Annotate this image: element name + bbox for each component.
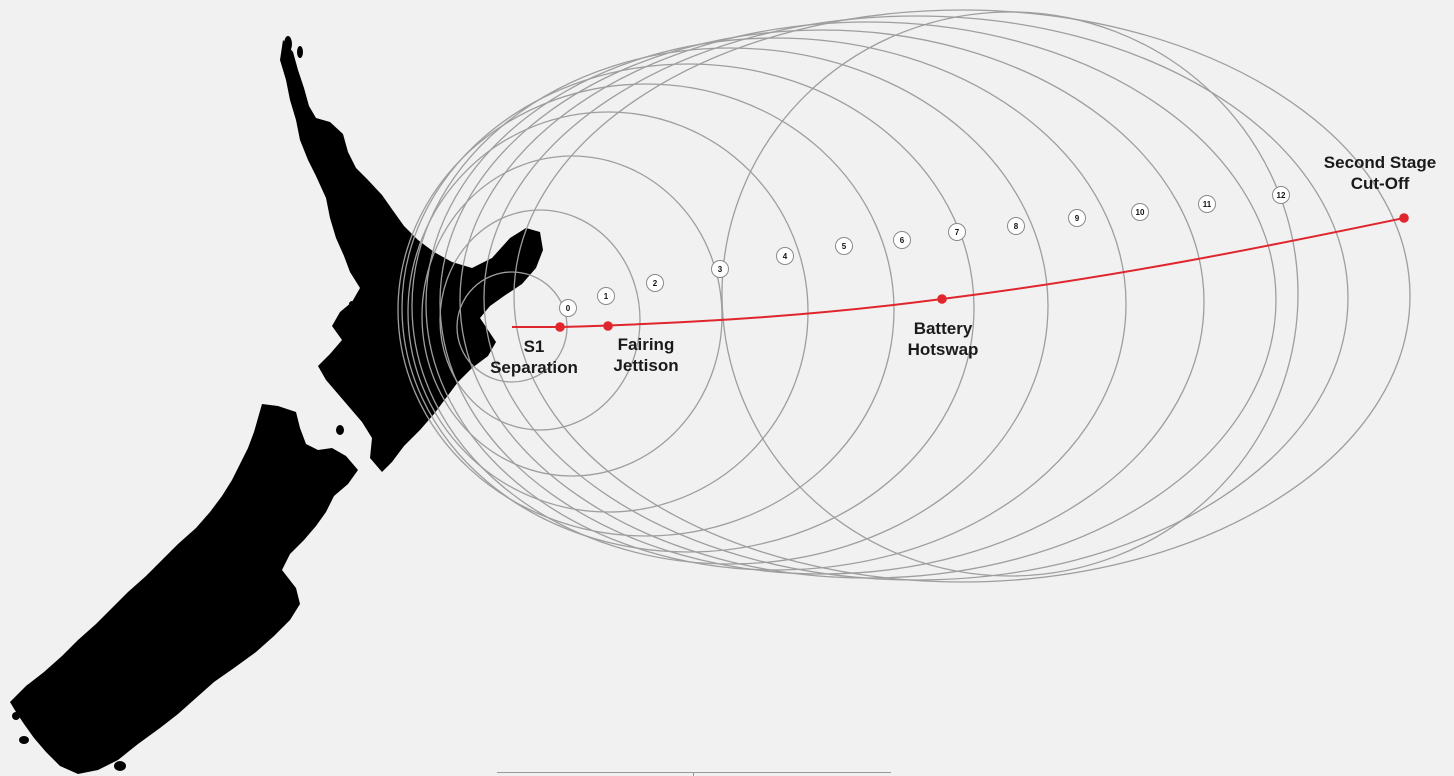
offshore-island bbox=[297, 46, 303, 58]
range-ring-12 bbox=[721, 11, 1299, 577]
fairing-jettison-label: Fairing bbox=[618, 335, 675, 354]
bottom-divider-tick bbox=[693, 772, 694, 776]
ring-badge-label: 0 bbox=[566, 304, 571, 313]
offshore-island bbox=[349, 301, 355, 307]
ring-badge-6: 6 bbox=[893, 231, 911, 249]
south-island: South Island bbox=[10, 404, 358, 774]
ring-badge-circle bbox=[948, 223, 966, 241]
battery-hotswap-marker bbox=[937, 294, 947, 304]
ring-badge-9: 9 bbox=[1068, 209, 1086, 227]
ring-badge-circle bbox=[559, 299, 577, 317]
ring-badge-circle bbox=[835, 237, 853, 255]
range-ring-1 bbox=[439, 209, 641, 431]
ring-badge-label: 1 bbox=[604, 292, 609, 301]
second-stage-cut-off-marker bbox=[1399, 213, 1409, 223]
ring-badge-7: 7 bbox=[948, 223, 966, 241]
offshore-island bbox=[336, 425, 344, 435]
range-ring-7 bbox=[425, 37, 1127, 571]
ring-badge-circle bbox=[1007, 217, 1025, 235]
ring-badge-circle bbox=[1068, 209, 1086, 227]
ring-badge-12: 12 bbox=[1272, 186, 1290, 204]
ring-badge-0: 0 bbox=[559, 299, 577, 317]
ring-badge-11: 11 bbox=[1198, 195, 1216, 213]
range-ring-4 bbox=[397, 83, 895, 537]
ring-badge-5: 5 bbox=[835, 237, 853, 255]
offshore-island bbox=[114, 761, 126, 771]
ring-badge-label: 10 bbox=[1136, 208, 1145, 217]
ring-badge-label: 9 bbox=[1075, 214, 1080, 223]
ring-badge-circle bbox=[711, 260, 729, 278]
range-ring-3 bbox=[407, 111, 809, 513]
ring-badge-label: 11 bbox=[1203, 200, 1212, 209]
ring-badge-circle bbox=[646, 274, 664, 292]
ring-badge-10: 10 bbox=[1131, 203, 1149, 221]
ring-badge-label: 6 bbox=[900, 236, 905, 245]
ring-badge-circle bbox=[893, 231, 911, 249]
ring-badge-label: 3 bbox=[718, 265, 723, 274]
s1-separation-marker bbox=[555, 322, 565, 332]
range-ring-6 bbox=[411, 47, 1049, 565]
event-labels: S1 Separation Fairing Jettison Battery Hotswa… bbox=[490, 153, 1436, 377]
battery-hotswap-label: Hotswap bbox=[908, 340, 979, 359]
ring-badge-8: 8 bbox=[1007, 217, 1025, 235]
ring-badge-2: 2 bbox=[646, 274, 664, 292]
ring-badge-label: 8 bbox=[1014, 222, 1019, 231]
land-layer: North IslandSouth Island bbox=[10, 36, 543, 774]
fairing-jettison-marker bbox=[603, 321, 613, 331]
offshore-island bbox=[19, 736, 29, 744]
range-ring-5 bbox=[401, 63, 975, 553]
second-stage-cut-off-label: Second Stage bbox=[1324, 153, 1436, 172]
offshore-island bbox=[25, 684, 35, 696]
offshore-island bbox=[12, 712, 20, 720]
ring-badge-label: 7 bbox=[955, 228, 960, 237]
ring-badge-circle bbox=[1198, 195, 1216, 213]
ring-badge-4: 4 bbox=[776, 247, 794, 265]
s1-separation-label: Separation bbox=[490, 358, 578, 377]
ring-badge-circle bbox=[1131, 203, 1149, 221]
ring-badge-circle bbox=[1272, 186, 1290, 204]
ring-badge-1: 1 bbox=[597, 287, 615, 305]
range-ring-11 bbox=[513, 9, 1411, 583]
ring-badge-label: 4 bbox=[783, 252, 788, 261]
battery-hotswap-label: Battery bbox=[914, 319, 973, 338]
north-island: North Island bbox=[280, 40, 543, 472]
offshore-island bbox=[316, 169, 324, 175]
range-rings bbox=[397, 9, 1411, 583]
second-stage-cut-off-label: Cut-Off bbox=[1351, 174, 1410, 193]
s1-separation-label: S1 bbox=[524, 337, 545, 356]
ring-badge-3: 3 bbox=[711, 260, 729, 278]
bottom-divider-line bbox=[497, 772, 891, 773]
ring-badge-label: 2 bbox=[653, 279, 658, 288]
offshore-island bbox=[284, 36, 292, 52]
range-ring-9 bbox=[459, 21, 1277, 579]
ring-badge-circle bbox=[776, 247, 794, 265]
trajectory-layer bbox=[512, 213, 1409, 332]
ring-badge-label: 5 bbox=[842, 242, 847, 251]
range-ring-8 bbox=[439, 29, 1205, 575]
ring-badge-label: 12 bbox=[1277, 191, 1286, 200]
ring-badge-circle bbox=[597, 287, 615, 305]
fairing-jettison-label: Jettison bbox=[613, 356, 678, 375]
